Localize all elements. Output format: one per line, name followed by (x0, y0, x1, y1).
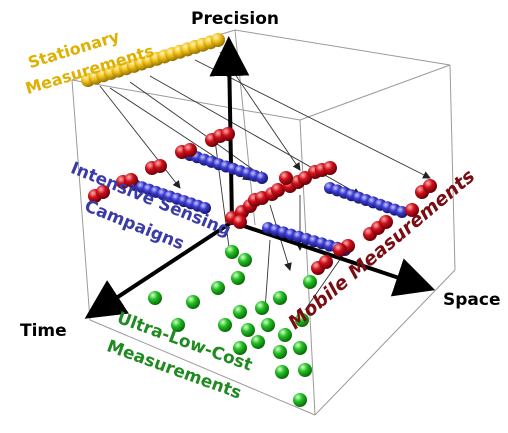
mobile-spheres (88, 127, 437, 275)
mobile-sphere (405, 203, 419, 217)
mobile-sphere (221, 127, 235, 141)
intensive-sphere (396, 206, 408, 218)
space-axis-label: Space (443, 290, 501, 310)
ultralow-sphere (241, 323, 255, 337)
ultralow-sphere (303, 275, 317, 289)
mobile-sphere (379, 215, 393, 229)
ultralow-sphere (255, 301, 269, 315)
ultralow-sphere (275, 365, 289, 379)
ultralow-sphere (273, 345, 287, 359)
intensive-sphere (256, 172, 268, 184)
ultralow-sphere (233, 341, 247, 355)
intensive-label: Intensive Sensing Campaigns (68, 158, 234, 254)
ultralow-spheres (148, 245, 317, 407)
ultralow-sphere (278, 328, 292, 342)
space-axis-line (231, 220, 436, 297)
mobile-sphere (423, 179, 437, 193)
intensive-sphere (199, 202, 211, 214)
ultralow-sphere (218, 318, 232, 332)
mobile-sphere (333, 243, 347, 257)
ultralow-sphere (293, 341, 307, 355)
ultralow-sphere (238, 253, 252, 267)
ultralow-sphere (261, 318, 275, 332)
stationary-spheres (81, 33, 225, 87)
ultralow-sphere (293, 393, 307, 407)
mobile-sphere (153, 159, 167, 173)
mobile-sphere (319, 255, 333, 269)
stationary-sphere (211, 33, 225, 47)
ultralow-sphere (233, 305, 247, 319)
precision-axis-label: Precision (191, 9, 279, 29)
ultralow-sphere (295, 313, 309, 327)
ultralow-sphere (171, 318, 185, 332)
time-axis-label: Time (20, 321, 67, 341)
mobile-sphere (279, 171, 293, 185)
mobile-sphere (124, 173, 138, 187)
ultralow-sphere (225, 245, 239, 259)
mobile-sphere (323, 161, 337, 175)
ultralow-sphere (186, 295, 200, 309)
mobile-sphere (233, 215, 247, 229)
mobile-sphere (271, 183, 285, 197)
mobile-sphere (183, 143, 197, 157)
sphere-groups (81, 33, 437, 407)
time-axis-line (84, 220, 234, 319)
ultralow-sphere (148, 291, 162, 305)
ultralow-sphere (273, 291, 287, 305)
mobile-sphere (96, 185, 110, 199)
ultralow-sphere (251, 335, 265, 349)
ultralow-sphere (298, 363, 312, 377)
ultralow-sphere (231, 271, 245, 285)
ultralow-sphere (211, 281, 225, 295)
